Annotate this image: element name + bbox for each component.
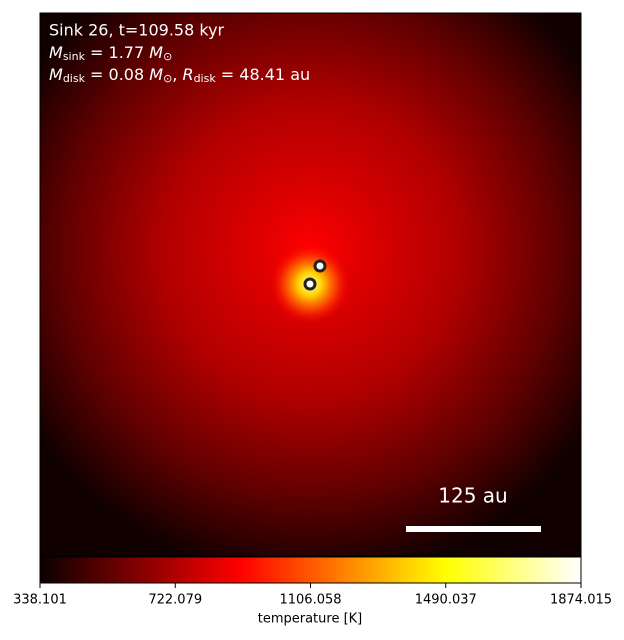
colorbar-tick-label: 1490.037 <box>415 593 477 608</box>
annotation: Sink 26, t=109.58 kyr <box>49 21 225 40</box>
sink-mass: Msink = 1.77 M⊙ <box>49 43 172 64</box>
colorbar <box>39 556 582 584</box>
sink-particle <box>313 259 327 273</box>
colorbar-tick-label: 1874.015 <box>550 593 612 608</box>
colorbar-tick-label: 722.079 <box>148 593 202 608</box>
scale-bar <box>406 526 541 532</box>
colorbar-label: temperature [K] <box>258 612 363 627</box>
colorbar-tick-label: 338.101 <box>13 593 67 608</box>
disk-info: Mdisk = 0.08 M⊙, Rdisk = 48.41 au <box>49 65 310 86</box>
scale-bar-label: 125 au <box>438 484 507 508</box>
colorbar-tick-label: 1106.058 <box>279 593 341 608</box>
sink-particle <box>303 277 317 291</box>
